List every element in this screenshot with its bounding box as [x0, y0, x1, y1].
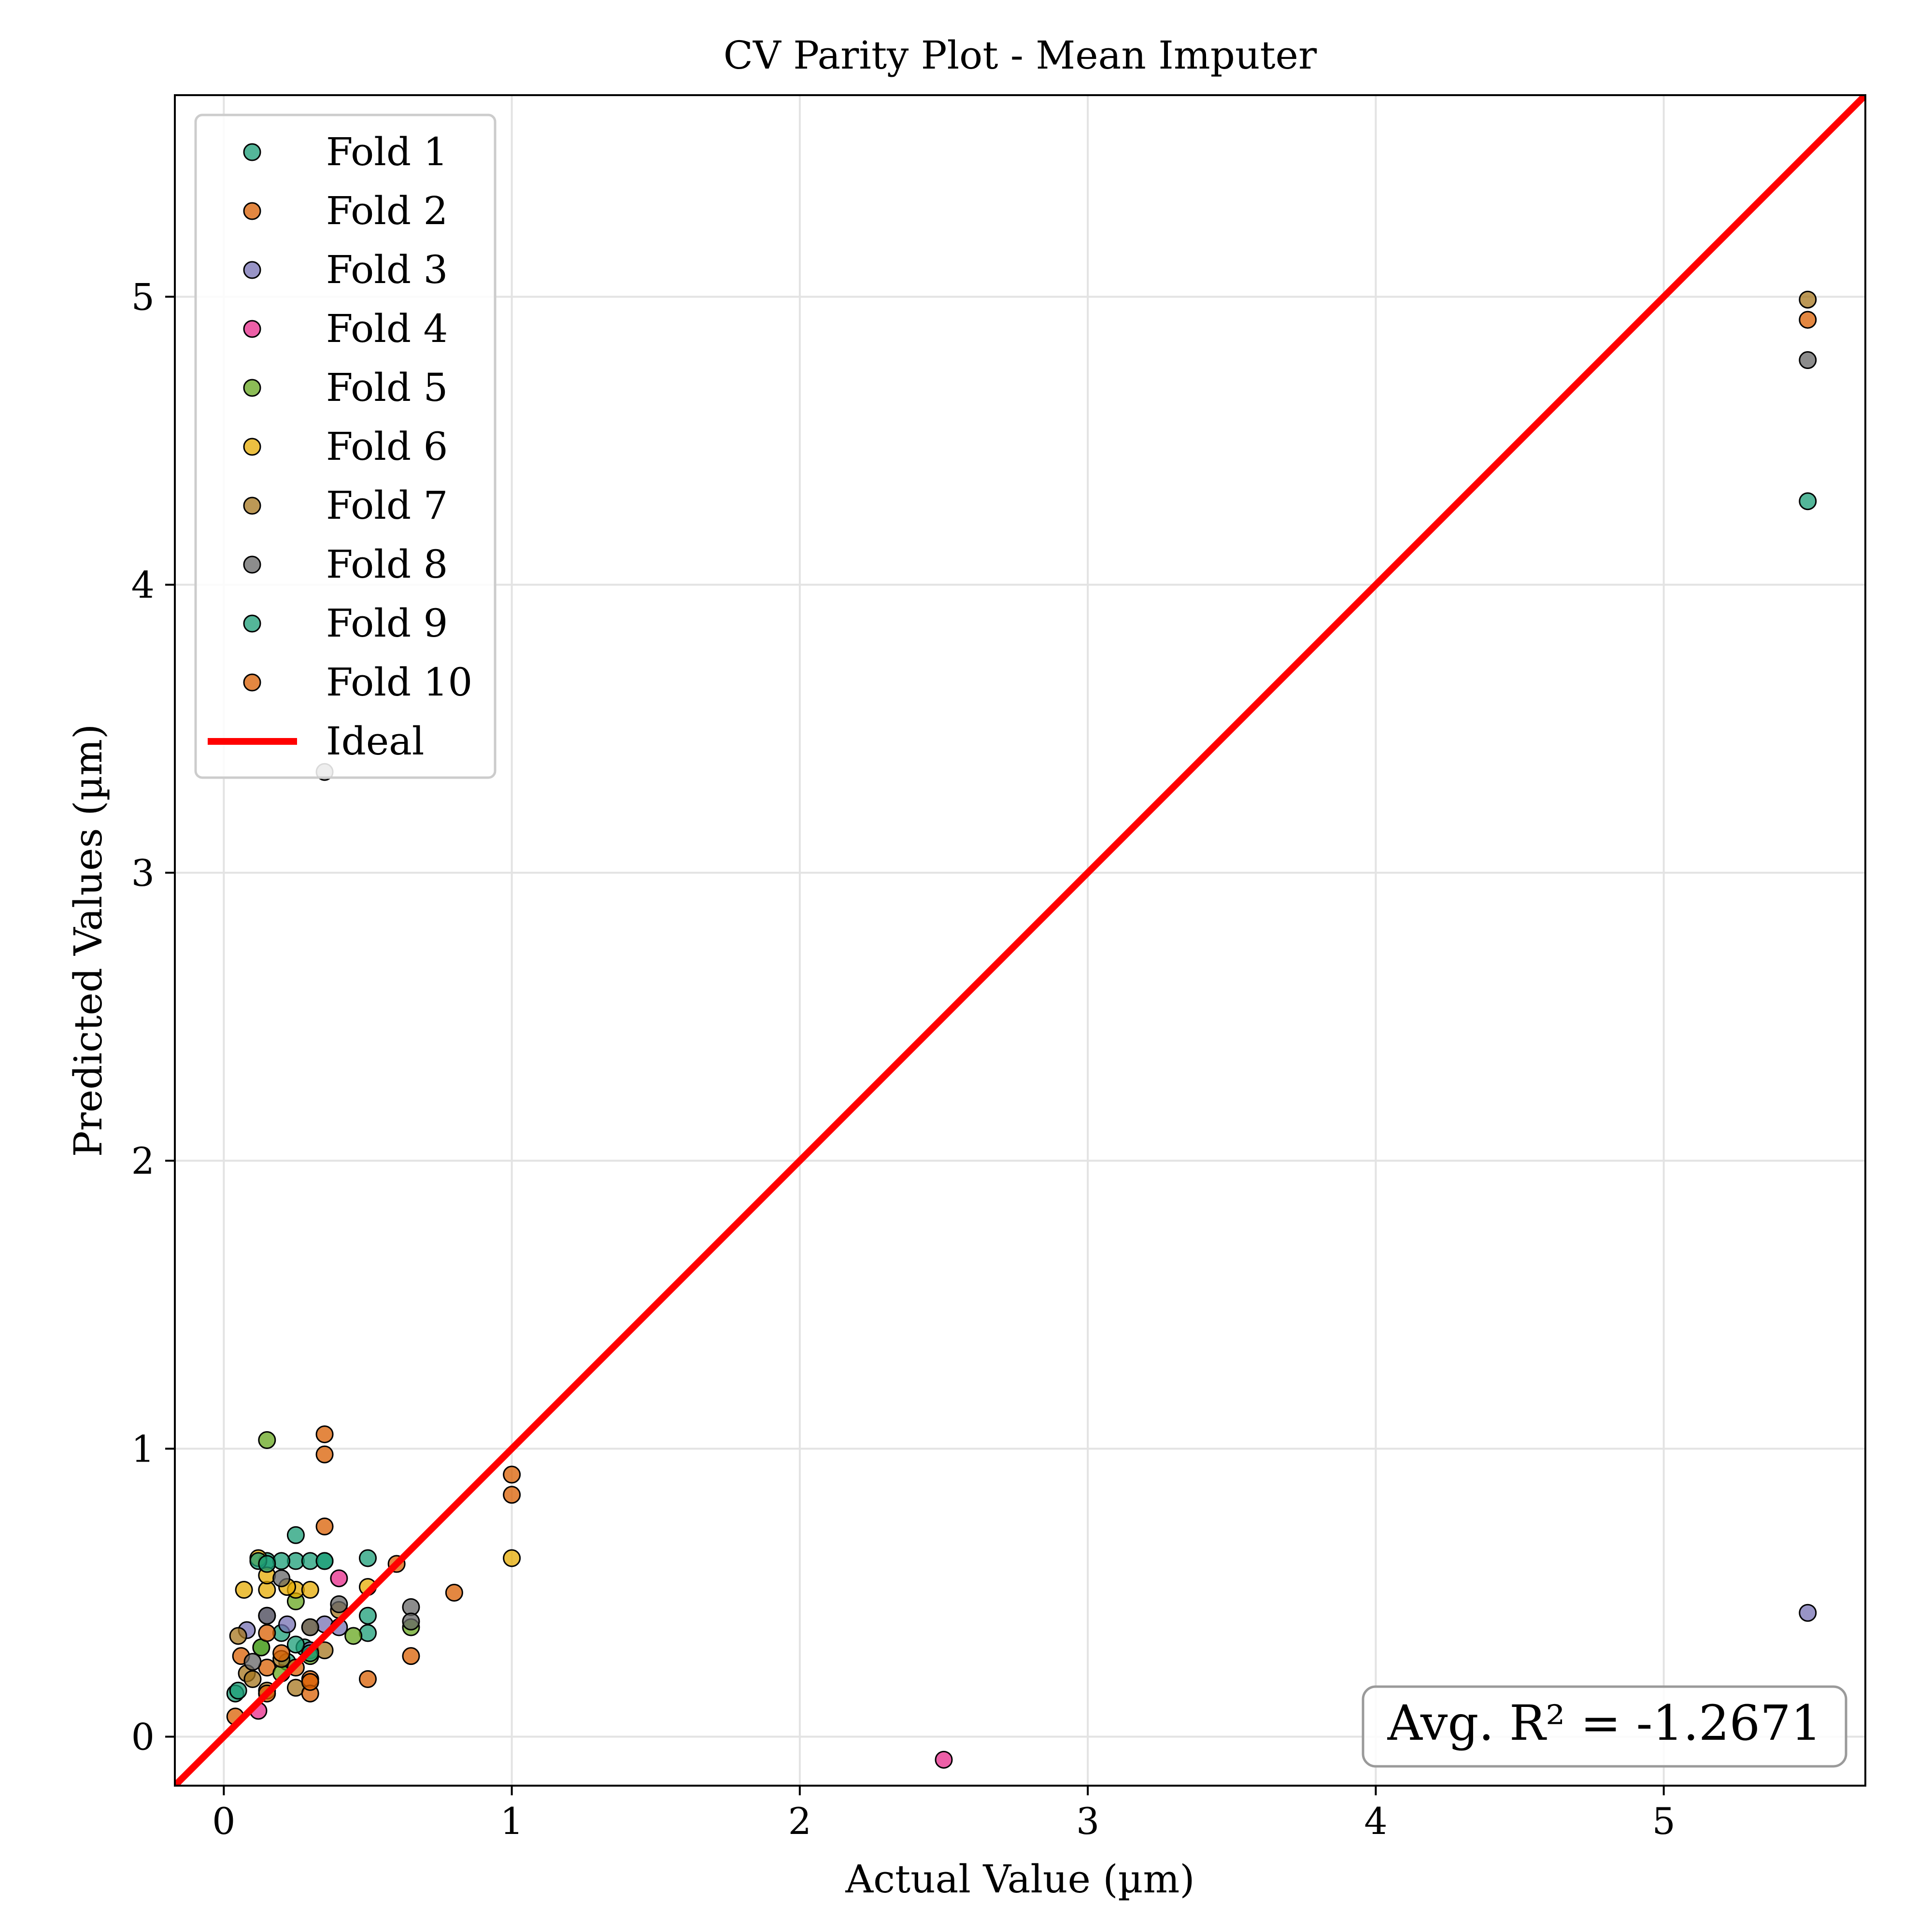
plot-frame: [174, 94, 1866, 1787]
data-point-fold-8: [402, 1612, 420, 1631]
x-tick-label: 3: [1076, 1800, 1099, 1843]
data-point-fold-9: [315, 1552, 334, 1570]
data-point-fold-9: [229, 1681, 247, 1700]
x-axis-label: Actual Value (µm): [845, 1857, 1194, 1902]
x-tick-label: 4: [1364, 1800, 1387, 1843]
data-point-fold-2: [503, 1486, 521, 1504]
chart-title: CV Parity Plot - Mean Imputer: [724, 33, 1317, 78]
data-point-fold-1: [286, 1526, 305, 1544]
ideal-line: [175, 95, 1865, 1786]
data-point-fold-8: [243, 1653, 262, 1671]
data-point-fold-8: [301, 1618, 319, 1636]
data-point-fold-7: [243, 1670, 262, 1688]
data-point-fold-9: [286, 1635, 305, 1654]
legend-marker-fold-5: [243, 379, 261, 397]
legend-label-fold-9: Fold 9: [326, 601, 448, 646]
data-point-fold-5: [258, 1431, 276, 1449]
data-point-fold-7: [229, 1627, 247, 1645]
x-tick-label: 5: [1652, 1800, 1675, 1843]
x-tick-label: 0: [212, 1800, 235, 1843]
data-point-fold-6: [301, 1581, 319, 1599]
legend-label-fold-5: Fold 5: [326, 365, 448, 410]
data-point-fold-9: [258, 1555, 276, 1573]
data-point-fold-10: [301, 1673, 319, 1691]
data-point-fold-2: [315, 1517, 334, 1535]
data-point-fold-1: [358, 1624, 377, 1642]
data-point-fold-8: [1799, 351, 1817, 369]
data-point-fold-2: [445, 1584, 463, 1602]
data-point-fold-2: [402, 1647, 420, 1665]
data-point-fold-8: [330, 1595, 348, 1613]
x-axis-ticks: 0 1 2 3 4 5: [212, 1786, 1676, 1843]
data-point-fold-2: [315, 1425, 334, 1444]
legend-label-fold-4: Fold 4: [326, 306, 448, 351]
legend-marker-fold-10: [243, 673, 261, 692]
y-axis-label: Predicted Values (µm): [66, 724, 111, 1157]
x-tick-label: 2: [788, 1800, 811, 1843]
legend-label-fold-6: Fold 6: [326, 424, 448, 469]
data-point-fold-6: [503, 1549, 521, 1567]
data-point-fold-8: [272, 1569, 291, 1588]
legend-marker-fold-2: [243, 202, 261, 220]
legend-label-ideal: Ideal: [326, 719, 424, 764]
legend-label-fold-7: Fold 7: [326, 483, 448, 528]
data-point-fold-4: [935, 1750, 953, 1769]
data-point-fold-1: [358, 1549, 377, 1567]
y-tick-label: 2: [131, 1139, 155, 1182]
data-point-fold-10: [272, 1644, 291, 1662]
legend-label-fold-1: Fold 1: [326, 129, 448, 174]
data-point-fold-9: [358, 1606, 377, 1625]
legend-marker-fold-9: [243, 614, 261, 633]
legend-marker-fold-3: [243, 261, 261, 279]
data-point-fold-10: [258, 1624, 276, 1642]
grid-lines: [175, 95, 1865, 1786]
y-tick-label: 4: [131, 564, 155, 607]
annotation-text: Avg. R² = -1.2671: [1387, 1695, 1822, 1751]
legend-marker-fold-8: [243, 555, 261, 574]
legend-label-fold-10: Fold 10: [326, 660, 472, 705]
data-point-fold-2: [358, 1670, 377, 1688]
x-tick-label: 1: [500, 1800, 523, 1843]
data-point-fold-5: [344, 1627, 363, 1645]
data-point-fold-9: [1799, 492, 1817, 511]
data-point-fold-2: [503, 1465, 521, 1484]
legend-marker-fold-6: [243, 438, 261, 456]
data-point-fold-7: [1799, 290, 1817, 309]
legend-label-fold-2: Fold 2: [326, 188, 448, 233]
legend-label-fold-3: Fold 3: [326, 247, 448, 292]
legend-marker-fold-1: [243, 143, 261, 161]
data-point-fold-4: [330, 1569, 348, 1588]
legend: Fold 1 Fold 2 Fold 3 Fold 4 Fold 5 Fold 6 Fold…: [194, 114, 497, 779]
data-point-fold-8: [258, 1606, 276, 1625]
r2-annotation: Avg. R² = -1.2671: [1362, 1685, 1847, 1768]
data-point-fold-6: [235, 1581, 253, 1599]
y-tick-label: 1: [131, 1427, 155, 1470]
y-tick-label: 5: [131, 275, 155, 318]
y-tick-label: 0: [131, 1716, 155, 1759]
legend-label-fold-8: Fold 8: [326, 542, 448, 587]
y-axis-ticks: 0 1 2 3 4 5: [131, 275, 175, 1759]
data-point-fold-2: [1799, 311, 1817, 329]
legend-marker-fold-7: [243, 497, 261, 515]
legend-marker-fold-4: [243, 320, 261, 338]
annotation-box: [1362, 1685, 1847, 1768]
legend-box: [194, 114, 497, 779]
data-point-fold-2: [315, 1445, 334, 1463]
y-tick-label: 3: [131, 852, 155, 895]
data-point-fold-3: [1799, 1604, 1817, 1622]
data-point-fold-9: [272, 1552, 291, 1570]
data-point-fold-3: [278, 1615, 297, 1634]
